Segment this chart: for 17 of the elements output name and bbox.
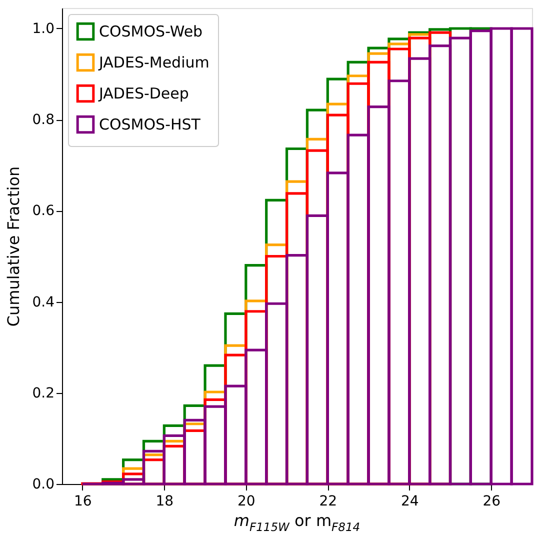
y-axis-title: Cumulative Fraction [4,166,24,327]
legend-label: JADES-Medium [98,54,210,72]
x-tick-label: 24 [400,494,419,510]
y-tick-label: 1.0 [32,21,54,37]
legend-label: COSMOS-HST [99,116,202,134]
x-tick-label: 20 [238,494,256,510]
x-tick-label: 26 [482,494,501,510]
y-tick-label: 0.8 [32,112,54,128]
x-tick-label: 18 [156,494,174,510]
legend-label: COSMOS-Web [99,22,203,40]
y-tick-label: 0.4 [32,294,55,310]
y-tick-label: 0.0 [32,476,54,492]
x-tick-label: 16 [74,494,92,510]
legend-label: JADES-Deep [98,84,189,102]
y-tick-label: 0.2 [32,385,54,402]
x-tick-label: 22 [319,494,338,510]
y-tick-label: 0.6 [32,203,55,220]
